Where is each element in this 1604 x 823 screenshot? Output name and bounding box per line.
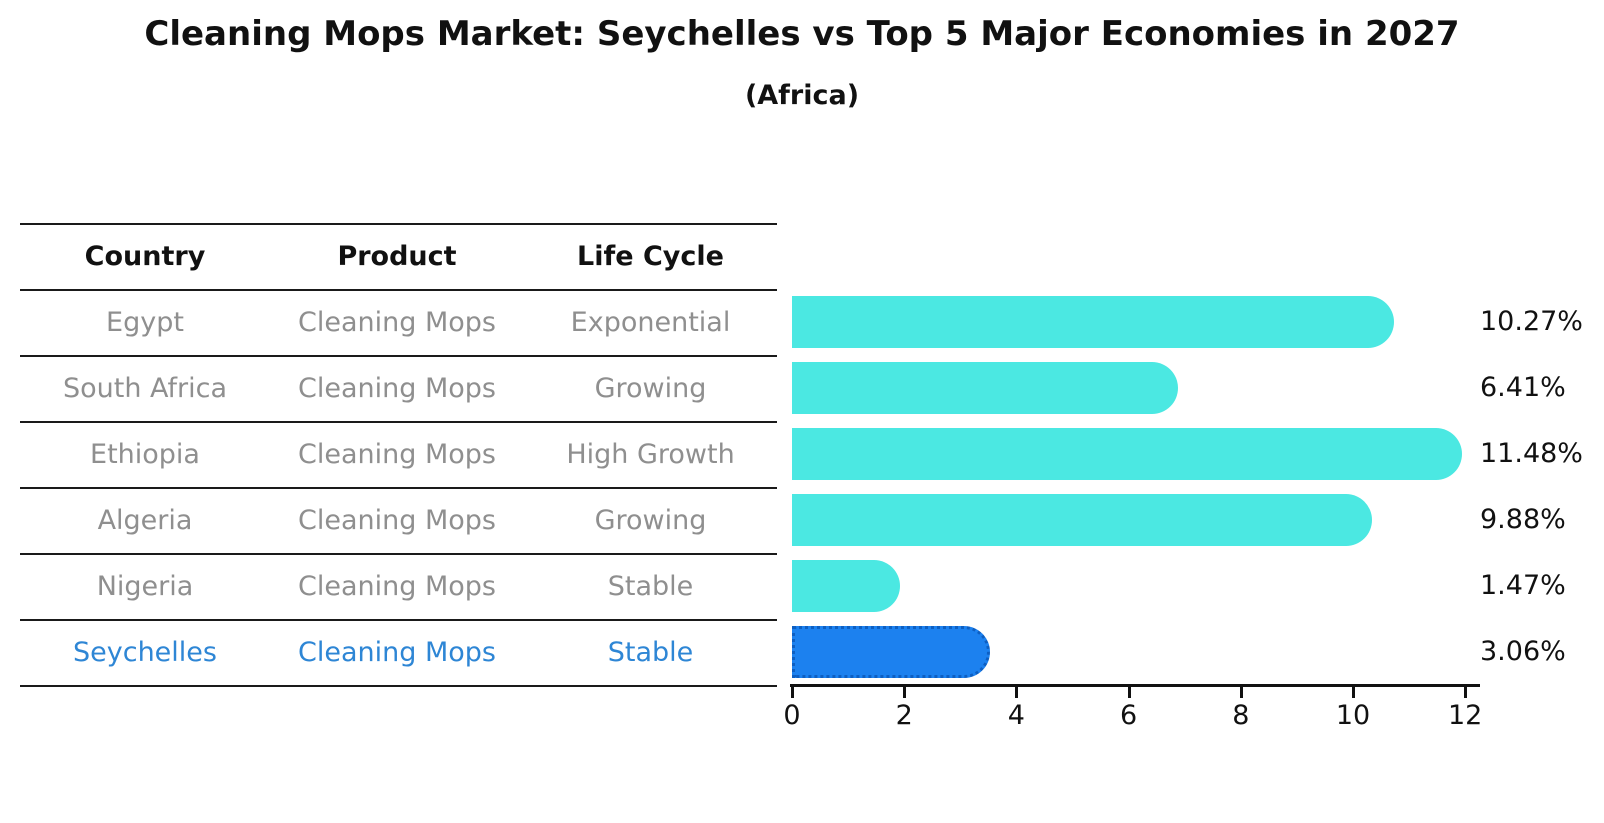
country-cell: Algeria xyxy=(97,504,193,536)
table-rule xyxy=(20,223,777,225)
life-cycle-cell: Stable xyxy=(607,636,694,668)
x-tick-label: 10 xyxy=(1335,700,1371,731)
bar-value-label: 10.27% xyxy=(1480,306,1583,337)
table-rule xyxy=(20,553,777,555)
country-cell: Nigeria xyxy=(96,570,194,602)
table-header-row: Country Product Life Cycle xyxy=(20,223,777,289)
column-header-country: Country xyxy=(84,240,206,272)
x-tick xyxy=(1239,687,1243,698)
table-rule xyxy=(20,355,777,357)
table-row: Ethiopia Cleaning Mops High Growth xyxy=(20,421,777,487)
bar-value-label: 6.41% xyxy=(1480,372,1566,403)
x-tick-label: 0 xyxy=(783,700,801,731)
life-cycle-cell: Stable xyxy=(607,570,694,602)
chart-subtitle: (Africa) xyxy=(744,80,860,111)
product-cell: Cleaning Mops xyxy=(298,504,496,536)
life-cycle-cell: Growing xyxy=(594,372,707,404)
product-cell: Cleaning Mops xyxy=(298,570,496,602)
x-tick-label: 4 xyxy=(1007,700,1025,731)
product-cell: Cleaning Mops xyxy=(298,306,496,338)
table-rule xyxy=(20,487,777,489)
country-cell: Egypt xyxy=(106,306,184,338)
x-tick-label: 12 xyxy=(1448,700,1483,731)
table-row: Seychelles Cleaning Mops Stable xyxy=(20,619,777,685)
product-cell: Cleaning Mops xyxy=(298,372,496,404)
x-tick-label: 8 xyxy=(1232,700,1250,731)
column-header-product: Product xyxy=(337,240,457,272)
x-axis-line xyxy=(790,684,1480,687)
bar-egypt xyxy=(792,296,1394,348)
table-row: Algeria Cleaning Mops Growing xyxy=(20,487,777,553)
x-tick xyxy=(1352,687,1355,698)
table-rule xyxy=(20,685,777,687)
x-tick xyxy=(1127,687,1131,698)
column-header-life-cycle: Life Cycle xyxy=(577,240,724,272)
table-rule xyxy=(20,421,777,423)
x-tick xyxy=(1015,687,1019,698)
product-cell: Cleaning Mops xyxy=(298,636,496,668)
x-tick xyxy=(1464,687,1468,698)
bar-south-africa xyxy=(792,362,1178,414)
bar-ethiopia xyxy=(792,428,1462,480)
country-cell: South Africa xyxy=(62,372,228,404)
life-cycle-cell: High Growth xyxy=(566,438,735,470)
country-cell: Ethiopia xyxy=(90,438,200,470)
table-row: Egypt Cleaning Mops Exponential xyxy=(20,289,777,355)
bar-nigeria xyxy=(792,560,900,612)
bar-value-label: 11.48% xyxy=(1480,438,1583,469)
bar-seychelles xyxy=(792,626,990,678)
x-tick xyxy=(903,687,907,698)
bar-value-label: 1.47% xyxy=(1480,570,1566,601)
table-rule xyxy=(20,289,777,291)
life-cycle-cell: Growing xyxy=(594,504,707,536)
table-row: Nigeria Cleaning Mops Stable xyxy=(20,553,777,619)
x-tick-label: 2 xyxy=(895,700,913,731)
bar-value-label: 9.88% xyxy=(1480,504,1566,535)
bar-value-label: 3.06% xyxy=(1480,636,1566,667)
x-tick-label: 6 xyxy=(1120,700,1138,731)
product-cell: Cleaning Mops xyxy=(298,438,496,470)
x-tick xyxy=(791,687,794,698)
chart-title: Cleaning Mops Market: Seychelles vs Top … xyxy=(144,14,1460,54)
table-row: South Africa Cleaning Mops Growing xyxy=(20,355,777,421)
bar-algeria xyxy=(792,494,1372,546)
life-cycle-cell: Exponential xyxy=(570,306,731,338)
table-rule xyxy=(20,619,777,621)
country-cell: Seychelles xyxy=(73,636,217,668)
